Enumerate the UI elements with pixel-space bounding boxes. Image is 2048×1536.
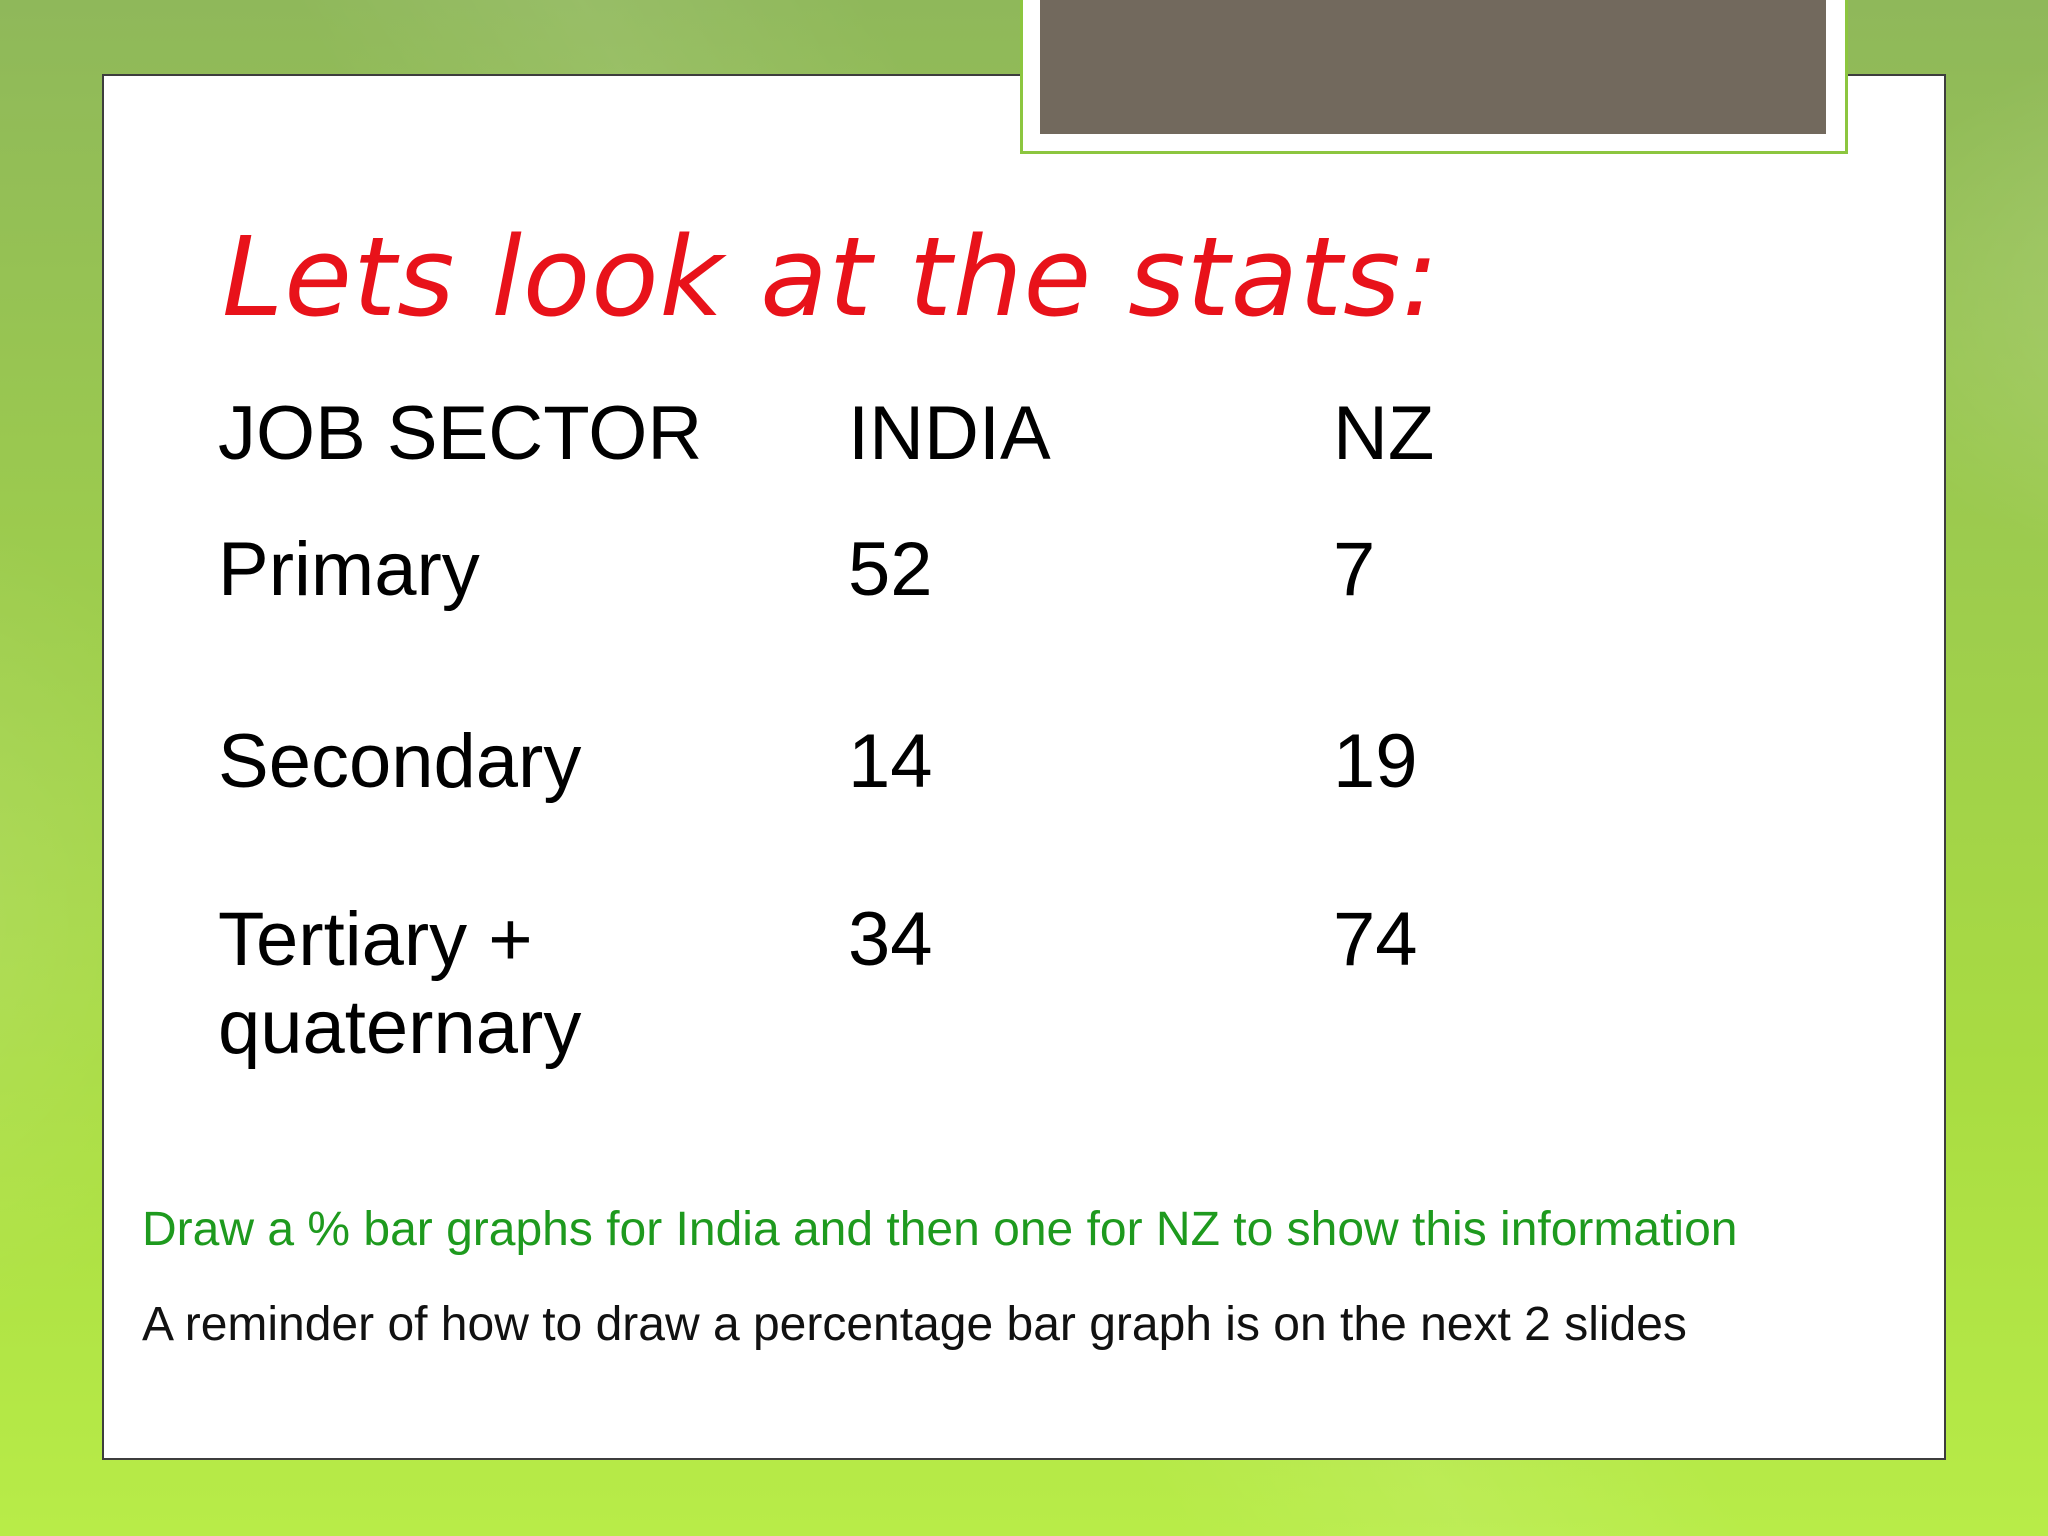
row-primary-nz: 7 [1333,527,1376,612]
row-primary-india: 52 [848,527,933,612]
header-job-sector: JOB SECTOR [218,391,703,476]
header-nz: NZ [1333,391,1435,476]
row-secondary-sector: Secondary [218,719,582,804]
slide-panel [102,74,1946,1460]
reminder-text: A reminder of how to draw a percentage b… [142,1298,1687,1351]
instruction-text: Draw a % bar graphs for India and then o… [142,1203,1738,1256]
slide-tab-fill [1040,0,1826,134]
row-primary-sector: Primary [218,527,480,612]
slide-title: Lets look at the stats: [222,213,1440,341]
row-tertiary-nz: 74 [1333,897,1418,982]
row-secondary-india: 14 [848,719,933,804]
row-tertiary-sector-line2: quaternary [218,985,582,1070]
row-tertiary-sector-line1: Tertiary + [218,897,533,982]
row-secondary-nz: 19 [1333,719,1418,804]
header-india: INDIA [848,391,1051,476]
row-tertiary-india: 34 [848,897,933,982]
